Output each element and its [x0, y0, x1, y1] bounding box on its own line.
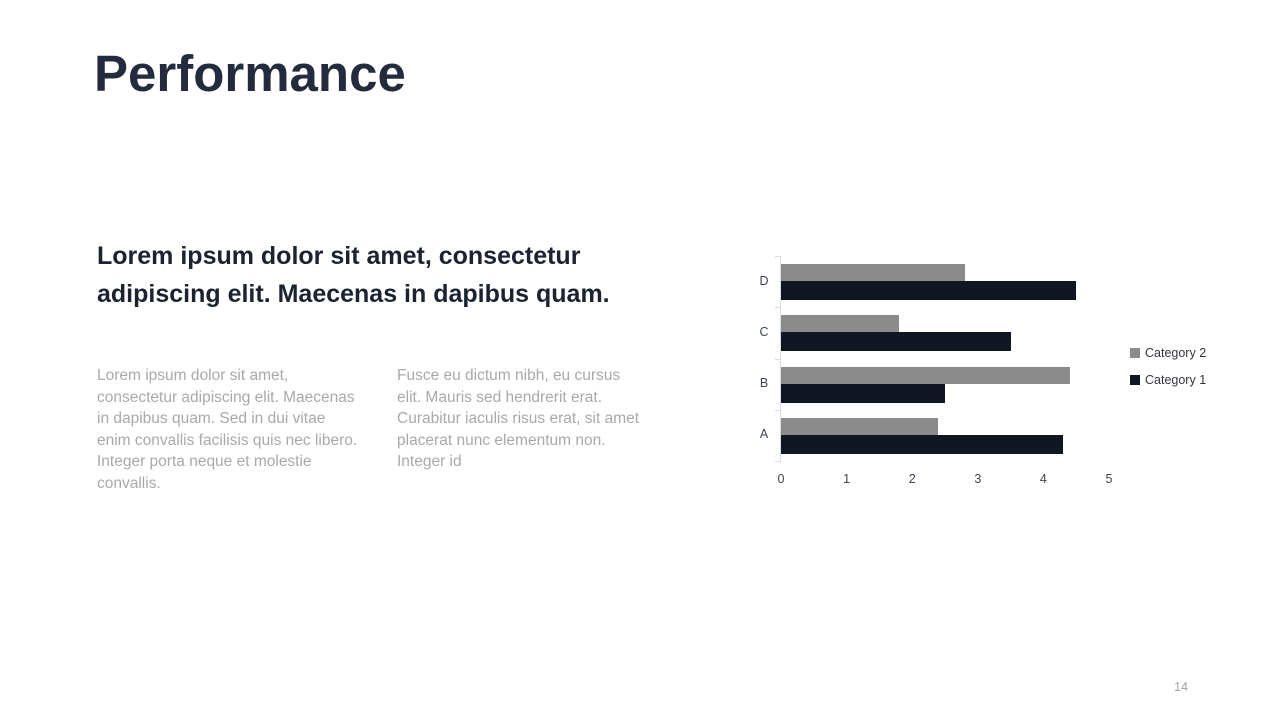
- category-label-c: C: [759, 324, 769, 339]
- category-axis-tick: [775, 409, 780, 411]
- chart-x-axis-labels: 0 1 2 3 4 5: [777, 472, 1113, 488]
- body-column-2: Fusce eu dictum nibh, eu cursus elit. Ma…: [397, 367, 640, 471]
- category-axis-tick: [775, 256, 780, 257]
- bar-category-1-b: [781, 383, 945, 403]
- chart-category-axis-line: [780, 256, 781, 462]
- category-axis-tick: [775, 307, 780, 309]
- x-axis-tick-label: 5: [1105, 472, 1113, 486]
- x-axis-tick-label: 0: [777, 472, 785, 486]
- x-axis-tick-label: 2: [908, 472, 916, 486]
- legend-label: Category 2: [1145, 346, 1207, 360]
- category-axis-tick: [775, 358, 780, 360]
- category-label-b: B: [759, 376, 769, 391]
- page-number: 14: [1174, 680, 1188, 694]
- category-axis-tick: [775, 461, 780, 462]
- x-axis-tick-label: 1: [843, 472, 851, 486]
- legend-entry-category-2: Category 2: [1130, 346, 1206, 360]
- x-axis-tick-label: 4: [1039, 472, 1047, 486]
- bar-category-2-c: [781, 315, 900, 333]
- slide-lead-paragraph: Lorem ipsum dolor sit amet, consectetur …: [97, 242, 610, 308]
- category-label-d: D: [759, 273, 769, 288]
- legend-swatch-icon: [1130, 375, 1140, 385]
- slide-title: Performance: [94, 45, 406, 102]
- chart-legend: Category 2 Category 1: [1130, 346, 1206, 400]
- body-column-1: Lorem ipsum dolor sit amet, consectetur …: [97, 367, 358, 492]
- bar-category-1-d: [781, 281, 1077, 300]
- bar-category-2-d: [781, 264, 965, 281]
- bar-category-1-a: [781, 434, 1064, 454]
- legend-swatch-icon: [1130, 348, 1140, 358]
- bar-category-2-a: [781, 417, 939, 435]
- bar-chart: 0 1 2 3 4 5 Category 2 Category 1 D C B A: [750, 250, 1230, 500]
- bar-category-2-b: [781, 366, 1070, 384]
- legend-entry-category-1: Category 1: [1130, 373, 1206, 387]
- chart-plot-area: [781, 256, 1109, 461]
- category-label-a: A: [759, 427, 769, 442]
- bar-category-1-c: [781, 332, 1011, 352]
- legend-label: Category 1: [1145, 373, 1207, 387]
- x-axis-tick-label: 3: [974, 472, 982, 486]
